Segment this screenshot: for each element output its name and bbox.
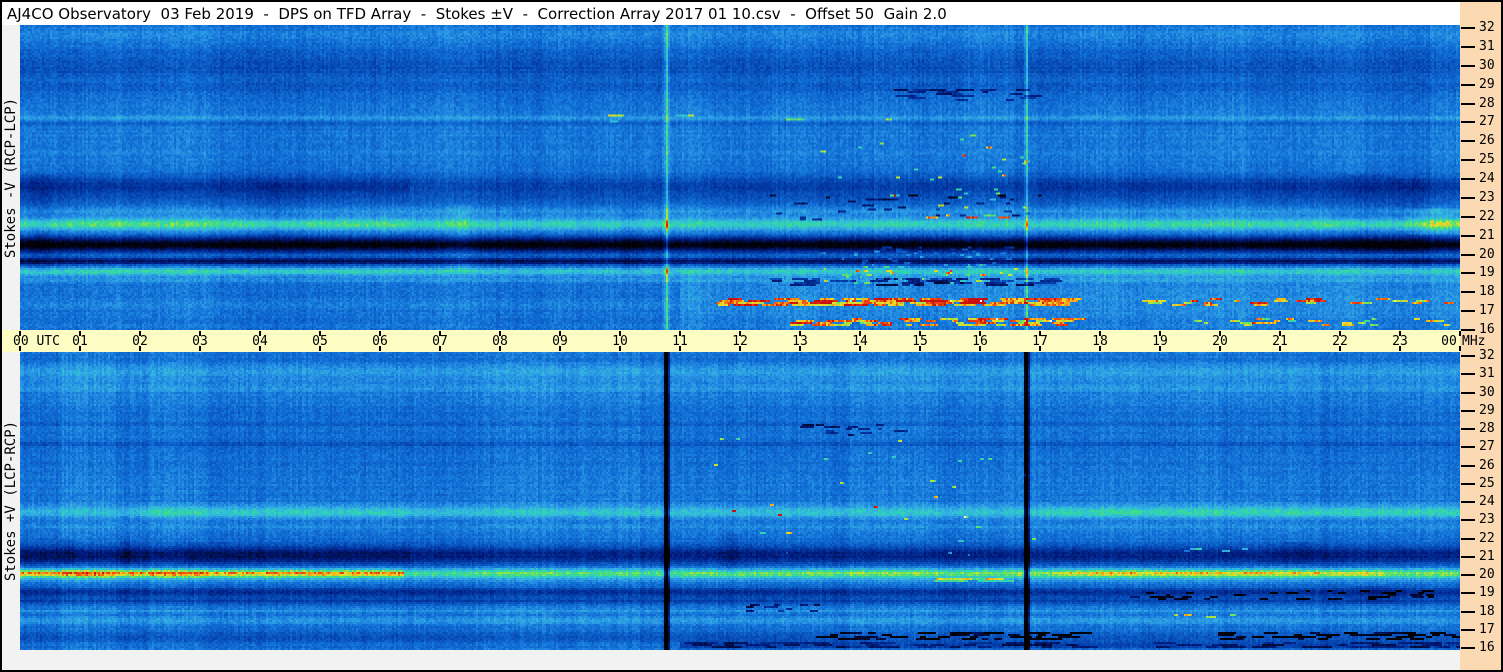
frequency-scale xyxy=(1460,2,1501,670)
title-bar: AJ4CO Observatory 03 Feb 2019 - DPS on T… xyxy=(2,2,1460,25)
stokes-plus-v-spectrogram xyxy=(20,352,1460,650)
bottom-panel-label: Stokes +V (LCP-RCP) xyxy=(3,420,19,582)
left-axis-rail-bottom: Stokes +V (LCP-RCP) xyxy=(2,352,20,650)
stokes-minus-v-spectrogram xyxy=(20,25,1460,330)
window-title: AJ4CO Observatory 03 Feb 2019 - DPS on T… xyxy=(7,4,947,23)
left-axis-rail-top: Stokes -V (RCP-LCP) xyxy=(2,25,20,330)
bottom-rail xyxy=(2,650,1460,670)
time-axis-strip xyxy=(2,330,1460,352)
top-panel-label: Stokes -V (RCP-LCP) xyxy=(3,97,19,258)
